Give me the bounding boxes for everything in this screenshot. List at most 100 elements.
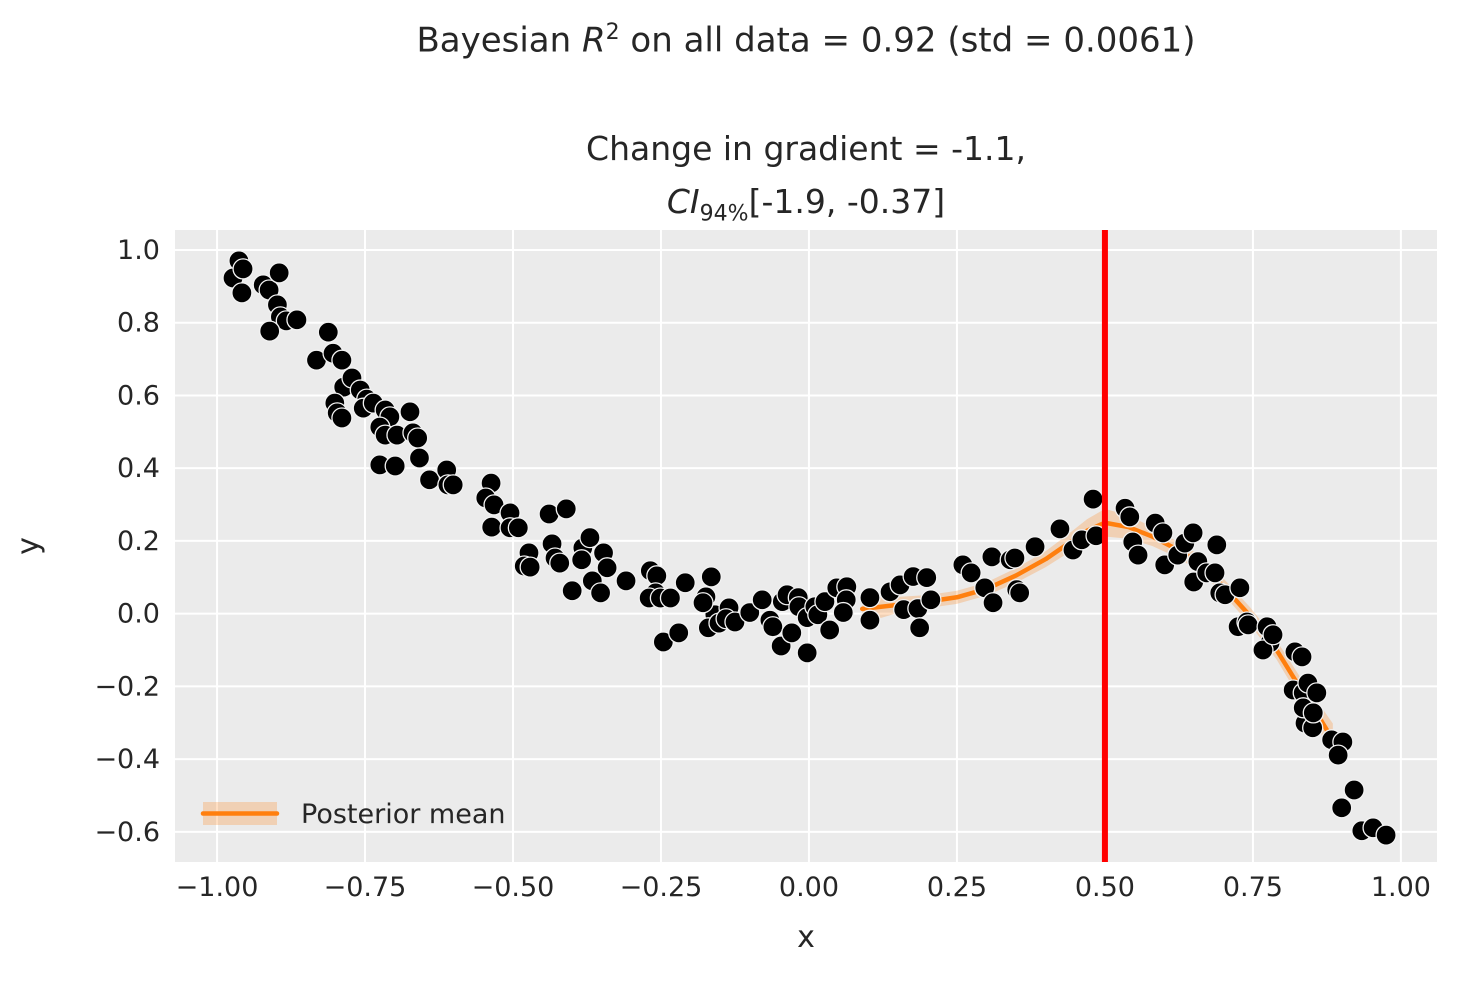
legend-label: Posterior mean: [301, 799, 505, 830]
chart-title: Bayesian R2 on all data = 0.92 (std = 0.…: [175, 20, 1437, 60]
scatter-point: [507, 517, 529, 539]
y-tick-label: 0.8: [117, 308, 160, 339]
scatter-point: [399, 401, 421, 423]
x-tick-label: 0.50: [1075, 872, 1135, 903]
title-suffix: on all data = 0.92 (std = 0.0061): [619, 20, 1196, 61]
scatter-point: [909, 617, 931, 639]
x-tick-label: 0.75: [1223, 872, 1283, 903]
title-superscript: 2: [605, 20, 620, 45]
scatter-point: [916, 566, 938, 589]
scatter-point: [692, 592, 714, 614]
scatter-point: [286, 309, 308, 331]
y-tick-label: 0.6: [117, 380, 160, 411]
scatter-point: [1343, 779, 1365, 801]
scatter-point: [659, 587, 682, 609]
scatter-point: [1327, 744, 1349, 766]
scatter-point: [739, 601, 761, 624]
y-tick-label: 1.0: [117, 235, 160, 266]
y-tick-label: 0.0: [117, 599, 160, 630]
scatter-point: [1182, 522, 1204, 544]
scatter-point: [1082, 488, 1104, 510]
x-tick-label: −0.25: [620, 872, 703, 903]
x-tick-label: 0.00: [779, 872, 839, 903]
title-math-r: R: [582, 20, 606, 61]
scatter-point: [408, 447, 431, 469]
scatter-point: [982, 592, 1004, 614]
chart-subtitle: Change in gradient = -1.1, CI94%[-1.9, -…: [175, 122, 1437, 241]
scatter-point: [1152, 522, 1174, 544]
scatter-point: [668, 622, 690, 644]
scatter-point: [232, 258, 254, 280]
x-tick-label: −0.50: [472, 872, 555, 903]
scatter-point: [1024, 536, 1046, 558]
x-tick-label: −1.00: [176, 872, 259, 903]
scatter-point: [1291, 646, 1313, 668]
subtitle-ci-label: CI: [666, 182, 700, 221]
scatter-point: [579, 526, 601, 549]
scatter-point: [1204, 562, 1226, 584]
scatter-point: [589, 582, 612, 604]
scatter-point: [859, 586, 881, 609]
x-tick-label: 0.25: [927, 872, 987, 903]
scatter-point: [555, 498, 577, 520]
scatter-point: [832, 601, 854, 624]
scatter-point: [407, 427, 429, 449]
scatter-point: [1049, 518, 1071, 540]
scatter-point: [571, 549, 593, 571]
scatter-point: [519, 556, 541, 578]
scatter-point: [1009, 582, 1031, 604]
y-tick-label: −0.2: [94, 671, 160, 702]
scatter-point: [1262, 624, 1284, 646]
title-prefix: Bayesian: [416, 20, 582, 61]
scatter-point: [700, 566, 722, 588]
scatter-point: [1119, 506, 1141, 528]
y-tick-label: 0.2: [117, 526, 160, 557]
subtitle-line2: CI94%[-1.9, -0.37]: [175, 175, 1437, 241]
y-tick-label: −0.6: [94, 817, 160, 848]
scatter-point: [981, 546, 1003, 568]
scatter-point: [814, 590, 836, 613]
scatter-point: [920, 589, 942, 611]
scatter-point: [259, 320, 281, 342]
scatter-point: [481, 516, 503, 538]
scatter-point: [751, 589, 773, 611]
scatter-point: [268, 262, 290, 284]
scatter-point: [596, 557, 618, 579]
scatter-point: [1252, 639, 1274, 661]
scatter-point: [1375, 824, 1397, 846]
scatter-point: [1206, 534, 1228, 556]
scatter-point: [781, 622, 803, 644]
scatter-point: [1302, 702, 1324, 724]
subtitle-ci-interval: [-1.9, -0.37]: [748, 182, 946, 221]
scatter-point: [674, 572, 696, 594]
subtitle-ci-subscript: 94%: [699, 201, 749, 227]
scatter-point: [1004, 547, 1026, 569]
y-axis-label: y: [11, 537, 46, 555]
scatter-point: [1229, 577, 1251, 599]
scatter-point: [796, 642, 818, 664]
subtitle-line1: Change in gradient = -1.1,: [586, 129, 1026, 168]
scatter-point: [317, 321, 339, 343]
scatter-point: [1331, 797, 1353, 819]
y-tick-label: −0.4: [94, 744, 160, 775]
scatter-point: [960, 562, 982, 584]
x-tick-label: −0.75: [324, 872, 407, 903]
scatter-point: [442, 474, 464, 496]
scatter-point: [331, 349, 353, 371]
y-tick-label: 0.4: [117, 453, 160, 484]
scatter-point: [384, 455, 406, 477]
x-tick-label: 1.00: [1371, 872, 1431, 903]
x-axis-label: x: [797, 920, 815, 955]
scatter-point: [549, 552, 571, 574]
scatter-point: [615, 570, 637, 592]
scatter-point: [762, 616, 784, 638]
scatter-point: [331, 407, 353, 429]
scatter-point: [1237, 614, 1259, 636]
scatter-point: [561, 580, 583, 602]
scatter-point: [1127, 544, 1149, 566]
scatter-point: [819, 619, 841, 641]
scatter-point: [231, 282, 253, 304]
scatter-point: [859, 609, 881, 631]
